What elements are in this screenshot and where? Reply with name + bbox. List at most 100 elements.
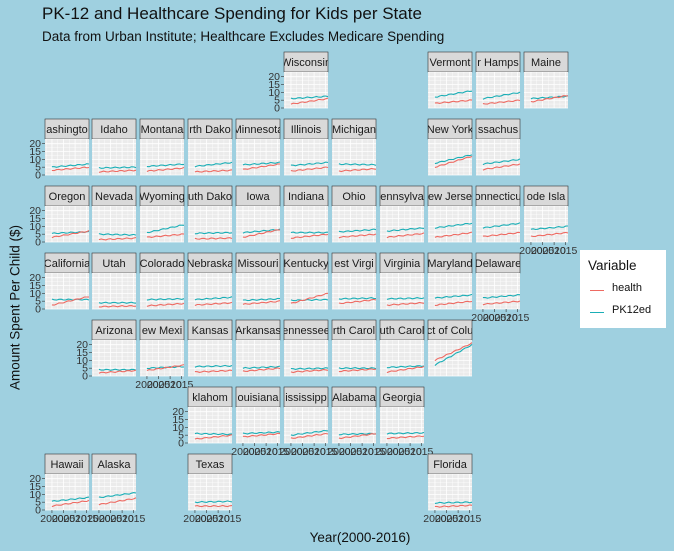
x-tick-label: 2005 <box>291 446 315 458</box>
y-tick-label: 0 <box>178 438 184 450</box>
facet-strip-label: Kansas <box>192 325 229 337</box>
facet-strip-label: rth Dako <box>189 124 231 136</box>
facet-ohio: Ohio <box>331 185 377 243</box>
series-line-health <box>434 504 473 508</box>
facet-pennsylvania: ennsylva <box>379 185 425 243</box>
facet-iowa: Iowa <box>235 185 281 243</box>
facet-strip-label: ew Jerse <box>428 191 472 203</box>
series-line-pk12ed <box>194 500 233 504</box>
facet-strip-label: uth Dako <box>188 191 232 203</box>
facet-colorado: Colorado <box>139 252 185 310</box>
y-tick-label: 0 <box>82 371 88 383</box>
series-line-pk12ed <box>290 298 329 302</box>
facet-strip-label: Minnesota <box>233 124 285 136</box>
series-line-pk12ed <box>290 367 329 370</box>
series-line-pk12ed <box>338 297 377 300</box>
facet-strip-label: Wyoming <box>139 191 185 203</box>
series-line-health <box>482 163 521 171</box>
series-line-pk12ed <box>51 163 90 168</box>
series-line-pk12ed <box>98 492 137 498</box>
series-line-pk12ed <box>242 365 281 369</box>
y-tick-label: 15 <box>76 347 88 359</box>
x-tick-label: 2015 <box>410 446 434 458</box>
series-line-pk12ed <box>386 431 425 435</box>
series-line-pk12ed <box>98 301 137 304</box>
y-tick-label: 20 <box>268 71 280 83</box>
series-line-health <box>290 432 329 439</box>
series-line-pk12ed <box>386 365 425 369</box>
legend-item-health: health <box>588 282 668 298</box>
facet-strip-label: Vermont <box>430 57 471 69</box>
facet-strip-label: Florida <box>433 459 468 471</box>
x-tick-label: 2005 <box>243 446 267 458</box>
facet-strip-label: ississipp <box>285 392 327 404</box>
series-line-pk12ed <box>434 501 473 504</box>
y-tick-label: 15 <box>268 79 280 91</box>
series-line-health <box>194 237 233 240</box>
facet-new-york: New York <box>427 118 473 176</box>
facet-strip-label: ode Isla <box>527 191 566 203</box>
series-line-pk12ed <box>51 298 90 301</box>
series-line-health <box>482 99 521 105</box>
series-line-health <box>434 99 473 104</box>
series-line-health <box>242 300 281 305</box>
facet-maryland: Maryland <box>427 252 473 310</box>
y-tick-label: 20 <box>29 473 41 485</box>
facet-michigan: Michigan <box>331 118 377 176</box>
facet-district-of-columbia: ct of Colu <box>427 319 473 377</box>
y-tick-label: 5 <box>178 430 184 442</box>
series-line-health <box>530 95 569 103</box>
series-line-pk12ed <box>194 364 233 368</box>
facet-strip-label: ew Mexi <box>142 325 182 337</box>
facet-minnesota: Minnesota <box>233 118 285 176</box>
facet-strip-label: Illinois <box>291 124 322 136</box>
x-tick-label: 2010 <box>254 446 278 458</box>
y-tick-label: 10 <box>172 422 184 434</box>
x-tick-label: 2015 <box>218 513 242 525</box>
series-line-pk12ed <box>242 431 281 435</box>
series-line-health <box>242 367 281 372</box>
series-line-pk12ed <box>386 227 425 232</box>
series-line-health <box>290 292 329 304</box>
facet-strip-label: Missouri <box>238 258 279 270</box>
series-line-pk12ed <box>146 163 185 168</box>
series-line-health <box>290 233 329 239</box>
facet-strip-label: Maryland <box>427 258 472 270</box>
facet-montana: Montana <box>139 118 185 176</box>
y-tick-label: 15 <box>29 481 41 493</box>
x-tick-label: 2015 <box>554 245 578 257</box>
facet-strip-label: Nebraska <box>186 258 234 270</box>
facet-strip-label: uth Carol <box>380 325 425 337</box>
series-line-health <box>242 432 281 438</box>
series-line-health <box>434 342 473 362</box>
x-tick-label: 2010 <box>350 446 374 458</box>
y-tick-label: 5 <box>35 229 41 241</box>
series-line-pk12ed <box>530 225 569 231</box>
series-line-pk12ed <box>290 95 329 100</box>
series-line-pk12ed <box>146 224 185 234</box>
series-line-health <box>434 300 473 306</box>
facet-kentucky: Kentucky <box>283 252 329 310</box>
facet-strip-label: ssachus <box>478 124 519 136</box>
x-tick-label: 2000 <box>87 513 111 525</box>
series-line-health <box>194 434 233 440</box>
facet-strip-label: Georgia <box>382 392 422 404</box>
y-tick-label: 0 <box>35 505 41 517</box>
x-tick-label: 2000 <box>471 312 495 324</box>
facet-illinois: Illinois <box>283 118 329 176</box>
series-line-pk12ed <box>146 297 185 301</box>
facet-vermont: Vermont <box>427 51 473 109</box>
facet-idaho: Idaho <box>91 118 137 176</box>
series-line-pk12ed <box>290 161 329 167</box>
legend-key-health <box>590 290 604 291</box>
series-line-pk12ed <box>242 228 281 234</box>
